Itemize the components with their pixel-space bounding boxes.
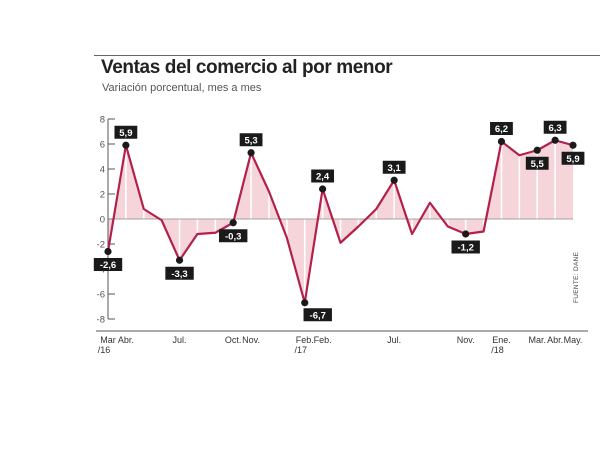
x-tick-label: Nov. bbox=[242, 335, 260, 345]
x-tick-line: Abr. bbox=[547, 335, 563, 345]
x-tick-label: Feb. bbox=[314, 335, 332, 345]
x-tick-label: Mar. bbox=[528, 335, 546, 345]
x-tick-line: /17 bbox=[294, 345, 307, 355]
data-label-group: -2,6 5,9 -3,3 -0,3 5,3 -6,7 2,4 3,1 -1,2 6,2 5,5 6,… bbox=[93, 120, 585, 322]
x-tick-label: Feb./17 bbox=[294, 335, 313, 355]
data-label: 3,1 bbox=[388, 163, 402, 174]
data-label: 5,5 bbox=[531, 159, 545, 170]
y-tick-label: 4 bbox=[100, 165, 105, 176]
data-label-box bbox=[303, 308, 332, 322]
data-point-marker bbox=[301, 299, 309, 307]
data-point-marker bbox=[569, 141, 577, 149]
x-tick-label: Abr. bbox=[118, 335, 134, 345]
data-point-marker bbox=[551, 136, 559, 144]
x-tick-label: Abr. bbox=[547, 335, 563, 345]
data-point-marker bbox=[497, 137, 506, 146]
x-tick-line: Oct. bbox=[225, 335, 242, 345]
data-point-marker bbox=[175, 256, 184, 264]
chart-title: Ventas del comercio al por menor bbox=[101, 57, 393, 78]
x-tick-label: Jul. bbox=[173, 335, 187, 345]
x-tick-label: May. bbox=[564, 335, 583, 345]
x-tick-label: Oct. bbox=[225, 335, 242, 345]
data-point-marker bbox=[247, 149, 255, 157]
series-line-group bbox=[106, 139, 574, 304]
chart-subtitle: Variación porcentual, mes a mes bbox=[102, 82, 262, 94]
data-label-box bbox=[93, 258, 123, 271]
y-tick-label: 8 bbox=[100, 115, 105, 126]
x-tick-line: /18 bbox=[491, 345, 504, 355]
data-label: -2,6 bbox=[100, 260, 116, 271]
top-rule bbox=[94, 55, 600, 56]
x-tick-label: Nov. bbox=[457, 335, 475, 345]
data-label-box bbox=[451, 240, 480, 254]
data-label-box bbox=[382, 160, 406, 174]
data-label: -0,3 bbox=[225, 231, 241, 242]
data-point-marker bbox=[229, 219, 237, 227]
data-label-box bbox=[543, 120, 567, 134]
y-tick-label: 6 bbox=[100, 140, 105, 151]
data-label: 5,3 bbox=[244, 135, 257, 146]
x-tick-line: Feb. bbox=[314, 335, 332, 345]
x-tick-line: Abr. bbox=[118, 335, 134, 345]
x-tick-line: May. bbox=[564, 335, 583, 345]
y-tick-label: 0 bbox=[100, 215, 105, 226]
data-label: -3,3 bbox=[171, 269, 187, 280]
data-label-box bbox=[239, 133, 263, 147]
data-point-marker bbox=[122, 141, 130, 149]
x-tick-line: Nov. bbox=[457, 335, 475, 345]
x-tick-line: Mar bbox=[100, 335, 116, 345]
data-label-box bbox=[114, 125, 138, 139]
y-tick-label: 2 bbox=[100, 190, 105, 201]
x-tick-label: Mar/16 bbox=[98, 335, 116, 355]
data-label: -6,7 bbox=[310, 310, 326, 321]
x-tick-line: /16 bbox=[98, 345, 111, 355]
y-tick-label: -2 bbox=[97, 240, 105, 251]
x-tick-line: Jul. bbox=[387, 335, 401, 345]
data-label: 6,2 bbox=[495, 124, 508, 135]
data-label: -1,2 bbox=[458, 243, 474, 254]
data-point-marker bbox=[533, 146, 541, 154]
x-tick-label: Jul. bbox=[387, 335, 401, 345]
x-tick-label: Ene./18 bbox=[491, 335, 511, 355]
y-tick-label: -6 bbox=[97, 290, 105, 301]
x-tick-line: Feb. bbox=[296, 335, 314, 345]
data-label: 2,4 bbox=[316, 172, 330, 183]
x-tick-line: Mar. bbox=[528, 335, 546, 345]
y-tick-label: -8 bbox=[97, 315, 105, 326]
data-label: 6,3 bbox=[549, 123, 562, 134]
data-point-marker bbox=[319, 185, 327, 193]
x-tick-line: Jul. bbox=[173, 335, 187, 345]
data-label: 5,9 bbox=[566, 154, 579, 165]
data-label-box bbox=[165, 266, 194, 280]
data-label: 5,9 bbox=[119, 128, 132, 139]
data-label-box bbox=[561, 151, 585, 165]
data-label-box bbox=[525, 156, 549, 170]
data-point-marker bbox=[104, 247, 112, 256]
data-label-box bbox=[218, 229, 248, 243]
data-label-box bbox=[311, 169, 335, 183]
marker-group bbox=[104, 136, 577, 307]
data-point-marker bbox=[462, 230, 470, 238]
x-tick-line: Nov. bbox=[242, 335, 260, 345]
data-point-marker bbox=[390, 176, 398, 184]
data-label-box bbox=[490, 122, 513, 135]
series-line bbox=[106, 139, 574, 304]
x-tick-line: Ene. bbox=[492, 335, 511, 345]
